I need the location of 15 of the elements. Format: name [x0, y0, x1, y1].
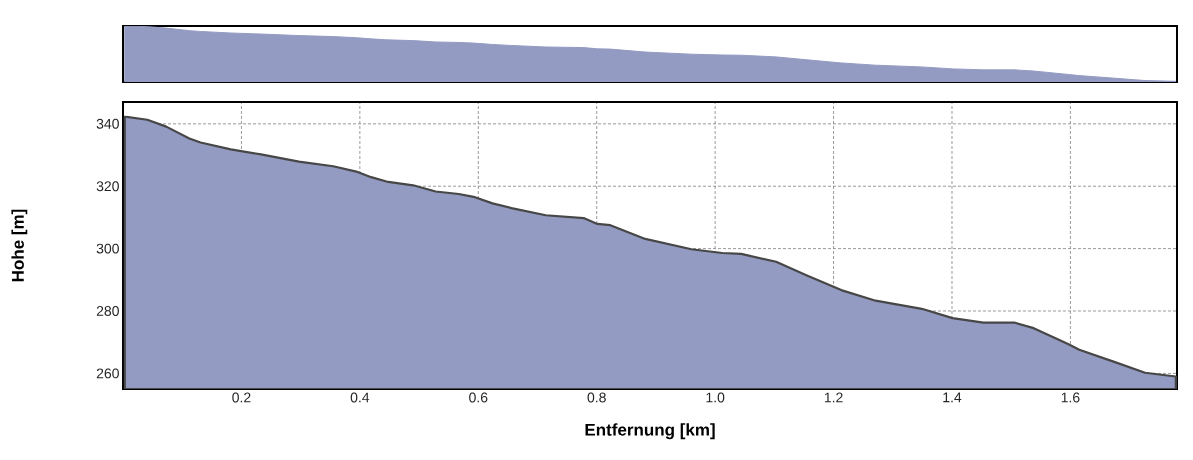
y-tick-label: 260	[96, 368, 119, 379]
y-tick-label: 300	[96, 243, 119, 254]
x-tick-label: 0.8	[587, 392, 606, 403]
x-tick-label: 0.2	[232, 392, 251, 403]
x-tick-label: 0.4	[350, 392, 370, 403]
x-tick-label: 1.2	[824, 392, 843, 403]
y-tick-label: 320	[96, 181, 119, 192]
y-axis-title: Hohe [m]	[11, 209, 28, 282]
x-tick-label: 1.6	[1061, 392, 1080, 403]
y-tick-label: 280	[96, 306, 119, 316]
x-tick-label: 0.6	[469, 392, 488, 403]
x-tick-label: 1.0	[706, 392, 725, 403]
y-tick-label: 340	[96, 118, 119, 129]
x-axis-title: Entfernung [km]	[585, 423, 715, 440]
x-tick-label: 1.4	[943, 392, 962, 403]
